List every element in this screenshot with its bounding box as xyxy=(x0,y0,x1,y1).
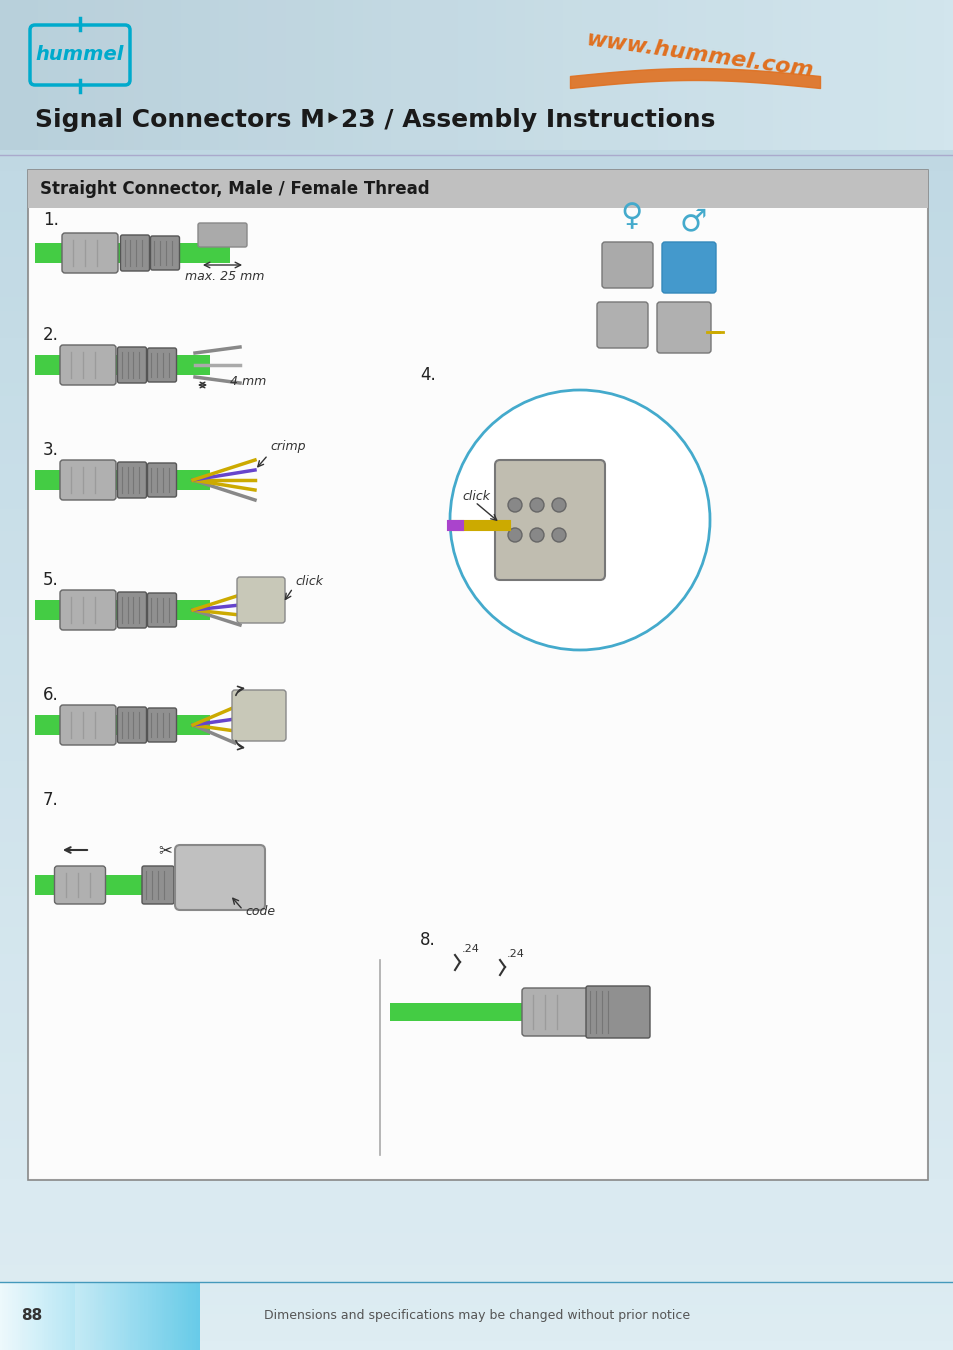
Text: 4 mm: 4 mm xyxy=(230,375,266,387)
Circle shape xyxy=(450,390,709,649)
Text: 8.: 8. xyxy=(419,931,436,949)
FancyBboxPatch shape xyxy=(495,460,604,580)
Text: ♂: ♂ xyxy=(679,207,706,236)
Circle shape xyxy=(507,498,521,512)
FancyBboxPatch shape xyxy=(232,690,286,741)
FancyBboxPatch shape xyxy=(148,463,176,497)
Text: 6.: 6. xyxy=(43,686,59,703)
Circle shape xyxy=(552,498,565,512)
Text: Dimensions and specifications may be changed without prior notice: Dimensions and specifications may be cha… xyxy=(264,1310,689,1323)
FancyBboxPatch shape xyxy=(151,236,179,270)
FancyBboxPatch shape xyxy=(657,302,710,352)
Text: max. 25 mm: max. 25 mm xyxy=(185,270,264,284)
Text: 5.: 5. xyxy=(43,571,59,589)
FancyBboxPatch shape xyxy=(35,716,210,734)
FancyBboxPatch shape xyxy=(597,302,647,348)
FancyBboxPatch shape xyxy=(60,346,116,385)
FancyBboxPatch shape xyxy=(28,170,927,1180)
Text: 1.: 1. xyxy=(43,211,59,230)
Text: 7.: 7. xyxy=(43,791,59,809)
Text: 88: 88 xyxy=(21,1308,43,1323)
Text: click: click xyxy=(461,490,490,504)
FancyBboxPatch shape xyxy=(35,243,230,263)
FancyBboxPatch shape xyxy=(148,348,176,382)
FancyBboxPatch shape xyxy=(117,347,147,383)
FancyBboxPatch shape xyxy=(35,470,210,490)
FancyBboxPatch shape xyxy=(148,707,176,742)
FancyBboxPatch shape xyxy=(120,235,150,271)
FancyBboxPatch shape xyxy=(521,988,598,1035)
Text: 4.: 4. xyxy=(419,366,436,383)
Text: code: code xyxy=(245,904,274,918)
Text: 3.: 3. xyxy=(43,441,59,459)
FancyBboxPatch shape xyxy=(60,705,116,745)
Text: 2.: 2. xyxy=(43,325,59,344)
Text: ․24: ․24 xyxy=(506,949,524,958)
Text: click: click xyxy=(294,575,323,589)
Circle shape xyxy=(530,528,543,541)
FancyBboxPatch shape xyxy=(54,865,106,904)
FancyBboxPatch shape xyxy=(35,355,210,375)
FancyBboxPatch shape xyxy=(30,208,925,1179)
Circle shape xyxy=(552,528,565,541)
FancyBboxPatch shape xyxy=(35,599,210,620)
FancyBboxPatch shape xyxy=(0,0,953,150)
FancyBboxPatch shape xyxy=(236,576,285,622)
FancyBboxPatch shape xyxy=(117,707,147,742)
Text: Straight Connector, Male / Female Thread: Straight Connector, Male / Female Thread xyxy=(40,180,429,198)
FancyBboxPatch shape xyxy=(117,593,147,628)
Text: hummel: hummel xyxy=(36,46,124,65)
FancyBboxPatch shape xyxy=(148,593,176,626)
Text: ✂: ✂ xyxy=(158,841,172,859)
FancyBboxPatch shape xyxy=(60,590,116,630)
FancyBboxPatch shape xyxy=(117,462,147,498)
FancyBboxPatch shape xyxy=(661,242,716,293)
FancyBboxPatch shape xyxy=(142,865,173,904)
FancyBboxPatch shape xyxy=(28,170,927,208)
Text: crimp: crimp xyxy=(270,440,305,454)
Text: ․24: ․24 xyxy=(461,944,479,954)
Text: www.hummel.com: www.hummel.com xyxy=(584,30,814,81)
FancyBboxPatch shape xyxy=(0,1282,75,1350)
Circle shape xyxy=(507,528,521,541)
FancyBboxPatch shape xyxy=(601,242,652,288)
Text: Signal Connectors M‣23 / Assembly Instructions: Signal Connectors M‣23 / Assembly Instru… xyxy=(35,108,715,132)
FancyBboxPatch shape xyxy=(35,875,180,895)
FancyBboxPatch shape xyxy=(174,845,265,910)
Text: ♀: ♀ xyxy=(619,202,641,231)
FancyBboxPatch shape xyxy=(390,1003,619,1021)
Circle shape xyxy=(530,498,543,512)
FancyBboxPatch shape xyxy=(198,223,247,247)
FancyBboxPatch shape xyxy=(60,460,116,500)
FancyBboxPatch shape xyxy=(62,234,118,273)
FancyBboxPatch shape xyxy=(585,986,649,1038)
